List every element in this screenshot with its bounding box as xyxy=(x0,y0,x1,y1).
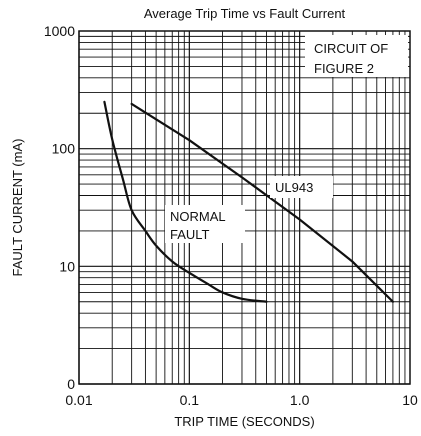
plot-layer xyxy=(103,100,395,303)
x-tick-label: 10 xyxy=(402,392,418,408)
grid-layer xyxy=(78,30,411,385)
y-tick-label: 1000 xyxy=(44,23,75,39)
y-axis-title: FAULT CURRENT (mA) xyxy=(10,139,25,277)
annotation-box-normal-fault xyxy=(165,205,245,243)
x-tick-label: 0.01 xyxy=(65,392,92,408)
annotation-ul943-line-1: UL943 xyxy=(275,180,313,195)
annotation-circuit-line-2: FIGURE 2 xyxy=(314,61,374,76)
normal-fault-curve xyxy=(103,100,268,303)
plot-frame xyxy=(78,30,411,385)
annotation-box-ul943 xyxy=(270,176,333,198)
ul943-curve xyxy=(130,102,395,303)
annotation-layer: CIRCUIT OF FIGURE 2 UL943 NORMAL FAULT xyxy=(165,35,408,243)
y-tick-label: 100 xyxy=(52,141,76,157)
chart-title: Average Trip Time vs Fault Current xyxy=(144,6,346,21)
annotation-normal-fault: NORMAL FAULT xyxy=(170,209,229,242)
annotation-circuit-line-1: CIRCUIT OF xyxy=(314,41,388,56)
annotation-ul943: UL943 xyxy=(275,180,313,195)
y-tick-label: 0 xyxy=(67,376,75,392)
y-tick-label: 10 xyxy=(59,258,75,274)
annotation-normal-line-1: NORMAL xyxy=(170,209,225,224)
x-axis-title: TRIP TIME (SECONDS) xyxy=(174,414,314,429)
x-tick-label: 0.1 xyxy=(180,392,200,408)
annotation-normal-line-2: FAULT xyxy=(170,227,210,242)
annotation-circuit-of-figure-2: CIRCUIT OF FIGURE 2 xyxy=(314,41,392,76)
annotation-box-circuit xyxy=(305,35,408,77)
x-tick-label: 1.0 xyxy=(290,392,310,408)
